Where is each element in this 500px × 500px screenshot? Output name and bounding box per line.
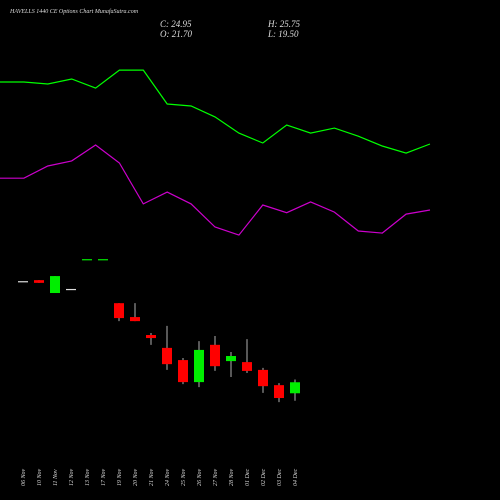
x-tick-label: 10 Nov (37, 468, 43, 486)
stat-low: L: 19.50 (267, 29, 299, 39)
candle-body (18, 281, 28, 283)
x-tick-label: 04 Dec (292, 469, 299, 486)
x-tick-label: 20 Nov (133, 468, 139, 486)
indicator-line (0, 144, 431, 236)
stat-close: C: 24.95 (160, 19, 192, 29)
indicator-line (0, 69, 431, 154)
x-tick-label: 28 Nov (229, 468, 235, 486)
x-tick-label: 17 Nov (101, 468, 107, 486)
x-tick-label: 02 Dec (261, 469, 267, 486)
x-tick-label: 13 Nov (85, 468, 91, 486)
candle-body (82, 259, 92, 261)
x-tick-label: 19 Nov (117, 468, 123, 486)
candle-body (34, 280, 44, 283)
candle-body (178, 360, 188, 383)
candle-body (50, 276, 60, 294)
candle-body (194, 349, 204, 383)
stat-high: H: 25.75 (267, 19, 300, 29)
x-tick-label: 27 Nov (213, 468, 219, 486)
candle-body (98, 259, 108, 261)
candle-body (66, 288, 76, 291)
x-tick-label: 25 Nov (181, 468, 187, 486)
x-tick-label: 03 Dec (277, 469, 283, 486)
candle-body (146, 335, 156, 339)
candle-body (226, 356, 236, 362)
x-tick-label: 12 Nov (69, 468, 75, 486)
candle-body (242, 362, 252, 371)
candle-body (258, 369, 268, 387)
candle-body (130, 317, 140, 322)
x-tick-label: 01 Dec (245, 469, 251, 486)
chart-title: HAVELLS 1440 CE Options Chart MunafaSutr… (9, 8, 139, 15)
candle-body (210, 344, 220, 367)
x-tick-label: 06 Nov (21, 468, 27, 486)
x-tick-label: 26 Nov (197, 468, 203, 486)
candle-body (114, 303, 124, 319)
candle-body (274, 385, 284, 399)
stat-open: O: 21.70 (160, 29, 192, 39)
candle-body (290, 382, 300, 394)
x-tick-label: 21 Nov (149, 468, 155, 486)
x-tick-label: 11 Nov (53, 469, 59, 486)
x-tick-label: 24 Nov (164, 468, 171, 486)
candle-body (162, 347, 172, 365)
